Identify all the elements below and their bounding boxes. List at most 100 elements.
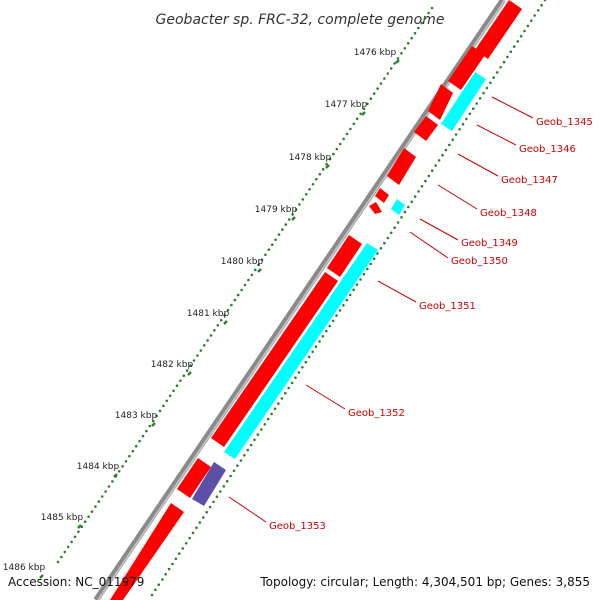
ruler-dot [366,267,369,271]
ruler-dot [257,263,260,267]
gene-label[interactable]: Geob_1346 [519,144,576,155]
gene-leader-line [437,184,478,210]
gene-label[interactable]: Geob_1353 [269,521,326,532]
gene-label[interactable]: Geob_1351 [419,301,476,312]
ruler-label: 1485 kbp [41,513,84,523]
ruler-tick [39,574,44,579]
ruler-dot [406,42,410,45]
gene-label[interactable]: Geob_1345 [536,117,593,128]
feature-cds-geob-1347[interactable] [414,116,438,141]
ruler-dot [328,324,332,328]
ruler-dot [352,288,355,292]
ruler-dot [417,26,420,30]
ruler-dot [247,278,250,282]
ruler-dot [348,293,352,297]
ruler-dot [318,172,322,176]
ruler-dot [90,510,94,513]
ruler-dot [243,454,246,457]
feature-cds-bottom[interactable] [110,503,184,600]
feature-rna-b[interactable] [391,199,405,215]
ruler-dot [164,573,167,576]
ruler-dot [209,334,213,337]
feature-cds-geob-1346[interactable] [428,84,453,120]
ruler-dot [342,137,345,141]
feature-rna-a[interactable] [441,72,486,131]
ruler-dot [107,485,111,488]
ruler-dot [215,495,219,499]
feature-cds-geob-1349[interactable] [375,188,389,203]
ruler-dot [383,77,386,80]
feature-cds-geob-1353[interactable] [177,458,211,498]
ruler-dot [56,560,60,564]
ruler-dot [150,593,154,597]
gene-label[interactable]: Geob_1349 [461,238,518,249]
gene-leader-line [491,96,534,119]
ruler-dot [185,369,189,372]
ruler-dot [352,122,356,126]
map-title: Geobacter sp. FRC-32, complete genome [156,12,445,28]
ruler-dot [311,350,314,354]
ruler-dot [458,128,461,131]
ruler-dot [83,520,87,523]
feature-cds-geob-1350[interactable] [369,202,382,214]
ruler-dot [249,443,253,447]
ruler-dot [379,82,383,85]
feature-rna-c[interactable] [224,243,378,459]
ruler-dot [141,434,145,438]
ruler-dot [321,335,325,338]
ruler-dot [315,177,318,181]
ruler-dot [308,188,311,191]
ruler-dot [291,213,294,216]
feature-cds-top[interactable] [475,0,522,59]
ruler-tick [395,59,400,64]
ruler-dot [410,36,413,40]
gene-label[interactable]: Geob_1347 [501,175,558,186]
ruler-dot [182,374,186,378]
ruler-dot [321,167,325,171]
ruler-dot [372,92,376,95]
feature-cds-geob-1345[interactable] [448,46,485,90]
ruler-label: 1479 kbp [255,205,298,215]
feature-cds-geob-1351[interactable] [327,235,362,277]
ruler-dot [478,97,482,100]
ruler-dot [410,200,414,204]
ruler-dot [448,143,451,147]
feature-cds-geob-1348[interactable] [387,148,416,185]
ruler-tick [223,320,228,325]
feature-misc-geob-1353[interactable] [192,462,226,506]
ruler-tick [291,216,296,221]
ruler-dot [270,243,274,246]
ruler-dot [290,381,294,385]
ruler-dot [111,480,114,483]
ruler-dot [63,550,67,554]
ruler-dot [131,449,135,453]
ruler-dot [369,97,373,100]
ruler-dot [195,526,198,529]
ruler-dot [267,248,271,251]
gene-label[interactable]: Geob_1348 [480,208,537,219]
ruler-dot [301,198,305,201]
gene-label[interactable]: Geob_1350 [451,256,508,267]
ruler-dot [543,0,547,2]
gene-leader-line [409,231,449,259]
ruler-dot [366,102,369,105]
ruler-dot [260,258,264,262]
ruler-dot [270,412,273,416]
ruler-dot [297,371,301,374]
ruler-dot [441,153,444,157]
ruler-dot [427,11,430,15]
gene-label[interactable]: Geob_1352 [348,408,405,419]
ruler-dot [236,293,240,297]
ruler-dot [205,510,208,514]
ruler-dot [162,404,165,408]
ruler-dot [506,55,509,59]
feature-cds-geob-1352[interactable] [211,272,338,447]
gene-leader-line [457,153,499,177]
ruler-dot [175,384,179,388]
ruler-dot [536,9,540,12]
ruler-dot [482,91,485,95]
ruler-dot [121,465,124,468]
ruler-dot [294,208,298,211]
ruler-dot [454,133,458,136]
ruler-dot [376,87,379,90]
